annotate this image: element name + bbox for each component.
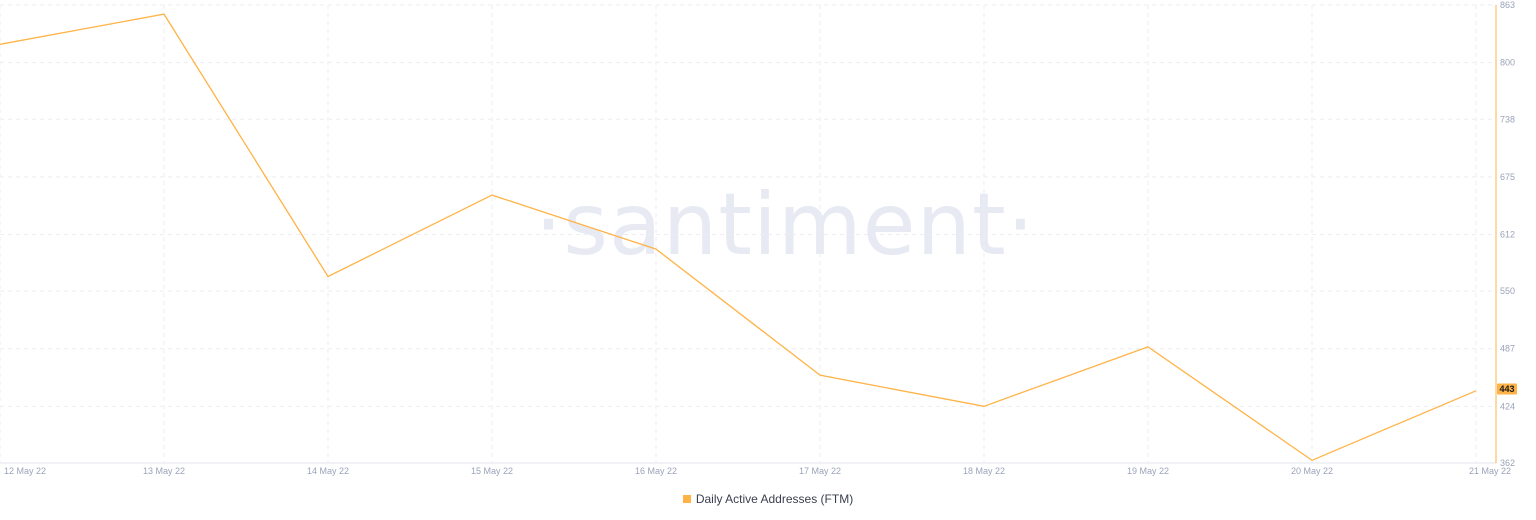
series-layer [0, 13, 1477, 462]
x-tick-label: 12 May 22 [4, 466, 46, 476]
last-value-badge-bg [1497, 383, 1517, 395]
x-tick-label: 19 May 22 [1127, 466, 1169, 476]
y-tick-label: 550 [1500, 286, 1515, 296]
x-tick-label: 16 May 22 [635, 466, 677, 476]
legend-swatch [682, 495, 691, 503]
x-tick-label: 18 May 22 [963, 466, 1005, 476]
x-axis: 12 May 22 13 May 22 14 May 22 15 May 22 16 M… [4, 466, 1511, 476]
y-tick-label: 675 [1500, 172, 1515, 182]
y-tick-label: 424 [1500, 401, 1515, 411]
legend: Daily Active Addresses (FTM) [0, 492, 1536, 506]
line-chart: ·santiment· 12 May 22 13 May 22 14 May 22 1… [0, 0, 1517, 476]
x-tick-label: 20 May 22 [1291, 466, 1333, 476]
y-axis: 362 424 487 550 612 675 738 800 863 [1500, 0, 1515, 468]
y-tick-label: 738 [1500, 114, 1515, 124]
series-line [0, 13, 1477, 462]
y-tick-label: 612 [1500, 229, 1515, 239]
x-tick-label: 17 May 22 [799, 466, 841, 476]
grid-lines [0, 4, 1497, 464]
x-tick-label: 13 May 22 [143, 466, 185, 476]
x-tick-label: 14 May 22 [307, 466, 349, 476]
last-value-badge: 443 [1497, 383, 1517, 395]
last-value-label: 443 [1499, 384, 1514, 394]
y-tick-label: 362 [1500, 458, 1515, 468]
x-tick-label: 15 May 22 [471, 466, 513, 476]
watermark-text: ·santiment· [535, 175, 1035, 275]
y-tick-label: 800 [1500, 58, 1515, 68]
legend-label[interactable]: Daily Active Addresses (FTM) [695, 492, 854, 506]
y-tick-label: 863 [1500, 0, 1515, 10]
x-tick-label: 21 May 22 [1469, 466, 1511, 476]
y-tick-label: 487 [1500, 344, 1515, 354]
